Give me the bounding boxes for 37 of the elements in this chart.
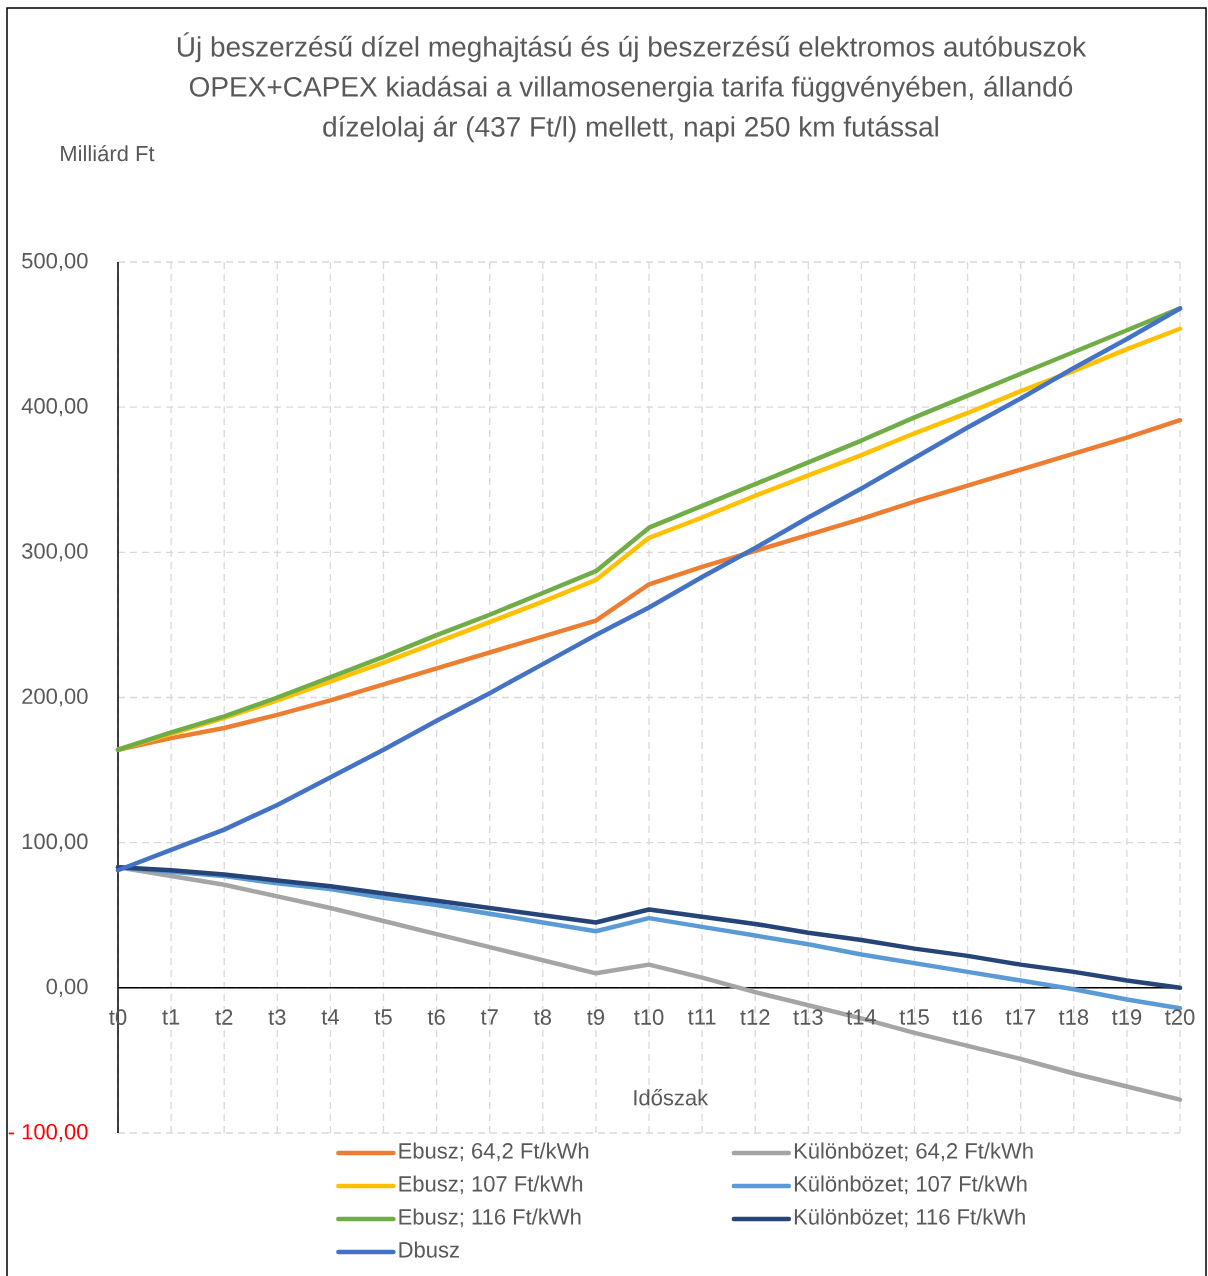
x-tick-label: t19 bbox=[1111, 1009, 1142, 1025]
x-tick-label: t10 bbox=[634, 1009, 664, 1025]
x-tick-label: t13 bbox=[793, 1009, 823, 1025]
legend-label: Ebusz; 64,2 Ft/kWh bbox=[399, 1142, 589, 1162]
x-tick-label: t4 bbox=[321, 1009, 339, 1025]
x-tick-label: t12 bbox=[740, 1009, 770, 1025]
x-tick-label: t6 bbox=[427, 1009, 445, 1025]
y-tick-label: 0,00 bbox=[46, 978, 88, 997]
x-tick-label: t11 bbox=[687, 1009, 716, 1025]
legend-label: Dbusz bbox=[399, 1241, 459, 1258]
y-tick-label: 100,00 bbox=[22, 833, 88, 852]
x-tick-label: t3 bbox=[268, 1009, 286, 1025]
y-tick-label: 200,00 bbox=[22, 688, 88, 707]
x-axis-title: Időszak bbox=[634, 1089, 709, 1106]
x-tick-label: t8 bbox=[533, 1009, 552, 1025]
x-tick-label: t14 bbox=[846, 1009, 877, 1025]
x-tick-label: t2 bbox=[215, 1009, 233, 1025]
x-tick-label: t20 bbox=[1165, 1009, 1195, 1025]
x-tick-label: t1 bbox=[162, 1009, 180, 1025]
x-tick-label: t9 bbox=[587, 1009, 605, 1025]
x-tick-label: t16 bbox=[952, 1009, 982, 1025]
x-tick-label: t15 bbox=[899, 1009, 929, 1025]
legend-label: Ebusz; 116 Ft/kWh bbox=[399, 1208, 581, 1228]
x-tick-label: t7 bbox=[480, 1009, 498, 1025]
x-tick-label: t18 bbox=[1058, 1009, 1089, 1025]
y-axis-title: Milliárd Ft bbox=[61, 144, 155, 162]
x-tick-label: t5 bbox=[374, 1009, 392, 1025]
legend-label: Különbözet; 64,2 Ft/kWh bbox=[794, 1142, 1033, 1162]
y-tick-label: - 100,00 bbox=[8, 1123, 88, 1143]
legend-label: Különbözet; 116 Ft/kWh bbox=[794, 1208, 1025, 1228]
chart-title: Új beszerzésű dízel meghajtású és új beszerzésű elektromos autóbuszok OPEX+CAPEX kiadásai a villamosenergia tarifa függvényében, állandó dízelolaj ár (437 Ft/l) mellett, napi 250 km futással bbox=[177, 32, 1087, 143]
y-tick-label: 400,00 bbox=[21, 398, 88, 417]
y-tick-label: 500,00 bbox=[22, 252, 88, 272]
y-tick-label: 300,00 bbox=[22, 543, 88, 562]
legend-label: Ebusz; 107 Ft/kWh bbox=[399, 1175, 583, 1195]
x-tick-label: t17 bbox=[1005, 1009, 1035, 1025]
legend-label: Különbözet; 107 Ft/kWh bbox=[794, 1175, 1027, 1195]
